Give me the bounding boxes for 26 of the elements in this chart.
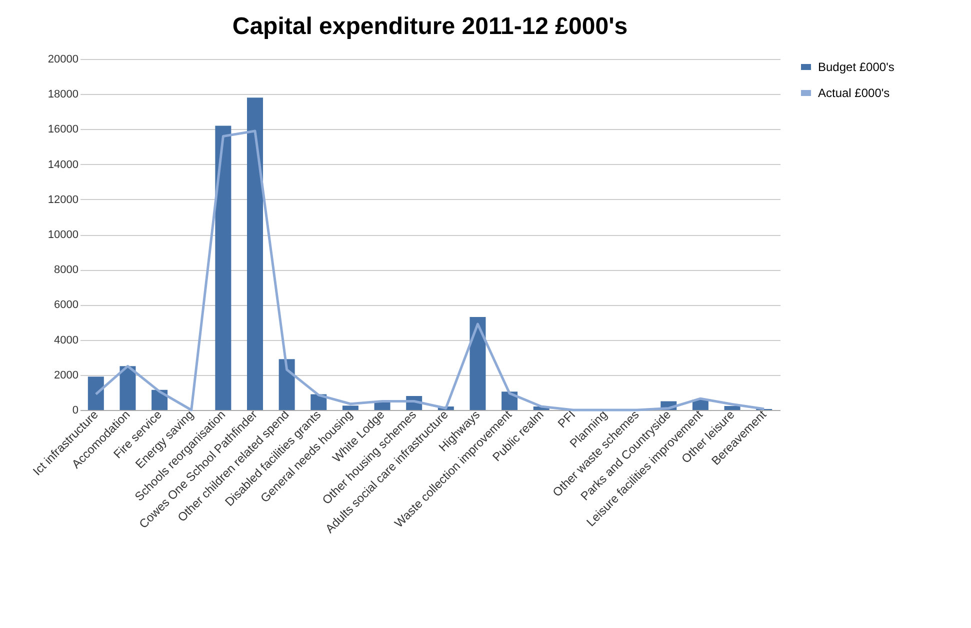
- y-tick-label: 10000: [48, 229, 78, 241]
- line-series: [94, 130, 766, 412]
- bar: [152, 390, 168, 410]
- y-tick-label: 8000: [54, 264, 78, 276]
- chart-title: Capital expenditure 2011-12 £000's: [232, 13, 628, 40]
- y-tick-label: 2000: [54, 369, 78, 382]
- bar: [502, 392, 518, 410]
- y-tick-label: 14000: [48, 158, 78, 171]
- bar: [310, 394, 327, 410]
- y-tick-label: 20000: [48, 54, 78, 66]
- bar: [470, 316, 486, 410]
- legend-label: Actual £000's: [818, 86, 890, 100]
- bar: [120, 366, 136, 410]
- y-tick-label: 12000: [48, 194, 78, 206]
- y-tick-label: 0: [72, 404, 78, 416]
- y-tick-label: 4000: [54, 334, 78, 346]
- y-tick-label: 16000: [48, 124, 78, 136]
- bar: [278, 359, 295, 410]
- bar: [215, 126, 232, 410]
- y-tick-label: 6000: [54, 299, 78, 312]
- bar: [724, 406, 740, 410]
- legend-label: Budget £000's: [818, 60, 894, 74]
- bar: [88, 376, 104, 410]
- bar: [342, 406, 358, 410]
- y-tick-label: 18000: [48, 88, 78, 101]
- bar: [247, 98, 263, 410]
